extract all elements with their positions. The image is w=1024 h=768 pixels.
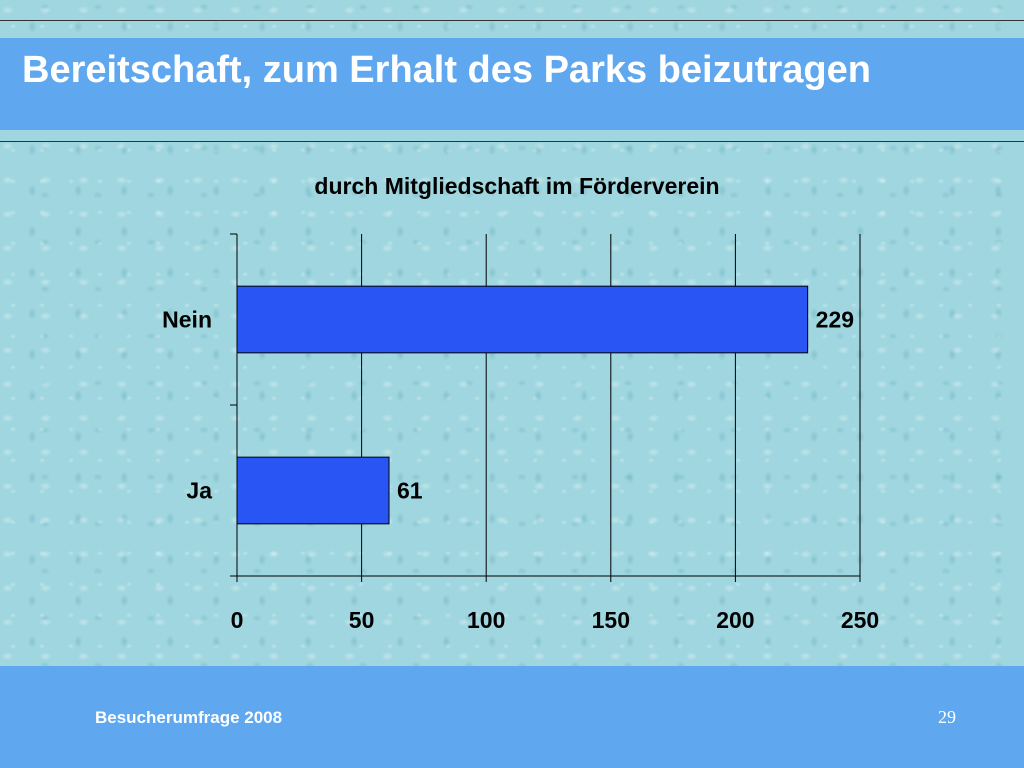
x-tick-label: 250 <box>841 607 879 633</box>
category-label-nein: Nein <box>162 307 212 333</box>
bar-nein <box>236 285 809 354</box>
x-tick-label: 150 <box>592 607 630 633</box>
axes <box>230 233 861 582</box>
footer-label: Besucherumfrage 2008 <box>95 708 283 727</box>
data-label-ja: 61 <box>397 478 423 504</box>
title-band <box>0 38 1024 130</box>
x-tick-label: 100 <box>467 607 505 633</box>
chart-title: durch Mitgliedschaft im Förderverein <box>314 173 719 199</box>
bar-chart: durch Mitgliedschaft im Förderverein 0 50… <box>162 173 879 634</box>
x-tick-label: 0 <box>231 607 244 633</box>
x-tick-label: 50 <box>349 607 375 633</box>
grid-lines <box>361 234 861 576</box>
page-number: 29 <box>938 707 956 727</box>
category-label-ja: Ja <box>186 478 212 504</box>
data-label-nein: 229 <box>816 307 854 333</box>
x-tick-label: 200 <box>716 607 754 633</box>
title-rule <box>0 141 1024 142</box>
bar-ja <box>236 456 390 525</box>
top-rule <box>0 20 1024 21</box>
bars <box>236 285 809 525</box>
footer-band <box>0 666 1024 768</box>
slide-title: Bereitschaft, zum Erhalt des Parks beizu… <box>22 49 871 91</box>
labels: 0 50 100 150 200 250 Nein 229 Ja 61 <box>162 307 879 634</box>
